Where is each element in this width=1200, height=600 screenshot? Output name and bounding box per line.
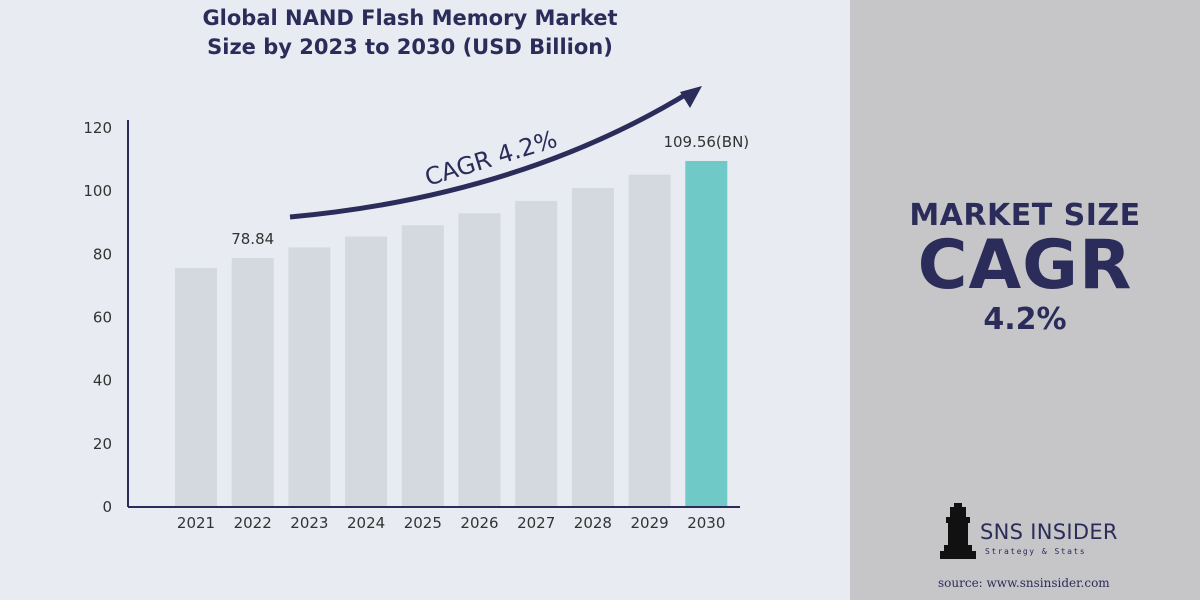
bar-2023 (288, 247, 331, 507)
y-tick-label: 80 (93, 245, 112, 263)
bar-chart: 2021 2022 2023 2024 2025 2026 2027 2028 2029 2030… (83, 86, 749, 532)
bar-2026 (458, 213, 501, 507)
y-tick-label: 60 (93, 309, 112, 327)
y-tick-label: 20 (93, 435, 112, 453)
logo-tagline: Strategy & Stats (985, 547, 1087, 556)
summary-panel (850, 0, 1200, 600)
cagr-arrow-head (680, 86, 702, 108)
bar-2030 (685, 160, 728, 507)
y-tick-label: 120 (83, 119, 112, 137)
x-tick-label: 2024 (347, 514, 385, 532)
y-tick-label: 40 (93, 372, 112, 390)
bar-2029 (628, 174, 671, 507)
x-tick-label: 2021 (177, 514, 215, 532)
cagr-value: 4.2% (983, 302, 1067, 337)
x-tick-label: 2023 (290, 514, 328, 532)
bar-2024 (345, 236, 388, 507)
x-tick-label: 2026 (460, 514, 498, 532)
chart-title-line-1: Global NAND Flash Memory Market (202, 6, 618, 30)
x-tick-label: 2022 (234, 514, 272, 532)
chart-title-line-2: Size by 2023 to 2030 (USD Billion) (207, 35, 613, 59)
x-tick-label: 2030 (687, 514, 725, 532)
data-label: 78.84 (231, 230, 274, 248)
x-tick-label: 2025 (404, 514, 442, 532)
chart-title: Global NAND Flash Memory Market Size by … (160, 4, 660, 62)
y-tick-label: 100 (83, 182, 112, 200)
bar-2021 (175, 267, 217, 507)
bar-2028 (571, 188, 614, 507)
x-tick-label: 2029 (631, 514, 669, 532)
x-tick-label: 2027 (517, 514, 555, 532)
y-tick-label: 0 (102, 498, 112, 516)
chess-king-logo-icon (940, 503, 976, 559)
x-tick-label: 2028 (574, 514, 612, 532)
logo-name: SNS INSIDER (980, 520, 1118, 544)
source-text: source: www.snsinsider.com (938, 576, 1110, 590)
bar-2025 (401, 225, 444, 507)
data-label: 109.56(BN) (663, 133, 749, 151)
market-size-title: MARKET SIZE (909, 198, 1141, 233)
cagr-label: CAGR (917, 226, 1133, 305)
cagr-arrow (289, 89, 692, 220)
bar-2027 (515, 200, 558, 507)
bar-2022 (231, 257, 274, 507)
